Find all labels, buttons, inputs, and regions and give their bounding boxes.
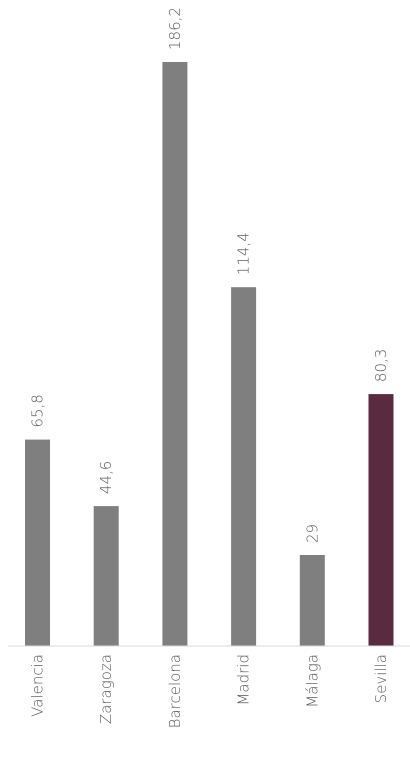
category-label-barcelona: Barcelona xyxy=(166,654,184,728)
value-label-valencia: 65,8 xyxy=(29,394,47,427)
bars-group xyxy=(25,62,394,646)
bar-málaga xyxy=(299,555,325,646)
bar-zaragoza xyxy=(93,506,119,646)
category-label-madrid: Madrid xyxy=(235,654,253,706)
bar-valencia xyxy=(25,439,50,646)
bar-sevilla xyxy=(368,394,394,646)
bar-barcelona xyxy=(162,62,188,646)
category-label-málaga: Málaga xyxy=(303,654,321,708)
category-label-sevilla: Sevilla xyxy=(372,654,390,703)
value-label-madrid: 114,4 xyxy=(235,232,253,275)
value-label-sevilla: 80,3 xyxy=(372,349,390,382)
bar-madrid xyxy=(231,287,257,646)
value-label-barcelona: 186,2 xyxy=(166,7,184,50)
category-labels-group: Valencia Zaragoza Barcelona Madrid Málaga Sev… xyxy=(29,654,391,728)
value-label-zaragoza: 44,6 xyxy=(97,461,115,494)
value-labels-group: 65,8 44,6 186,2 114,4 29 80,3 xyxy=(29,7,391,543)
category-label-valencia: Valencia xyxy=(29,654,47,717)
value-label-málaga: 29 xyxy=(303,524,321,543)
category-label-zaragoza: Zaragoza xyxy=(97,654,115,724)
